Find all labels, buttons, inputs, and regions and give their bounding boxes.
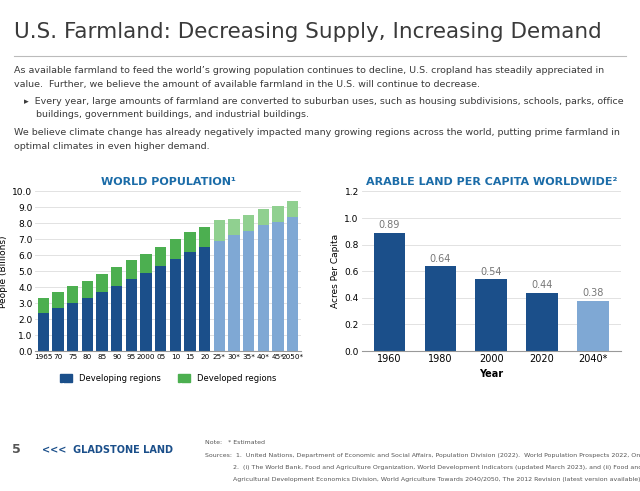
Bar	[243, 231, 255, 351]
Bar	[184, 252, 196, 351]
Bar	[125, 260, 137, 279]
Legend: Developing regions, Developed regions: Developing regions, Developed regions	[56, 371, 280, 386]
Text: U.S. Farmland: Decreasing Supply, Increasing Demand: U.S. Farmland: Decreasing Supply, Increa…	[14, 22, 602, 42]
Text: Agricultural Development Economics Division, World Agriculture Towards 2040/2050: Agricultural Development Economics Divis…	[205, 477, 640, 483]
Bar	[170, 259, 181, 351]
Bar	[273, 206, 284, 222]
Bar	[140, 254, 152, 273]
Bar	[287, 217, 298, 351]
Bar	[155, 267, 166, 351]
Bar	[111, 267, 122, 286]
X-axis label: Year: Year	[479, 369, 503, 380]
Bar	[526, 293, 558, 351]
Bar	[243, 216, 255, 231]
Bar	[214, 220, 225, 241]
Text: buildings, government buildings, and industrial buildings.: buildings, government buildings, and ind…	[24, 110, 309, 119]
Text: 0.64: 0.64	[429, 253, 451, 264]
Bar	[258, 225, 269, 351]
Text: As available farmland to feed the world’s growing population continues to declin: As available farmland to feed the world’…	[14, 66, 604, 75]
Text: value.  Further, we believe the amount of available farmland in the U.S. will co: value. Further, we believe the amount of…	[14, 80, 480, 89]
Text: 0.54: 0.54	[481, 267, 502, 277]
Text: ▸  Every year, large amounts of farmland are converted to suburban uses, such as: ▸ Every year, large amounts of farmland …	[24, 97, 624, 106]
Bar	[170, 240, 181, 259]
Bar	[155, 247, 166, 267]
Y-axis label: Acres Per Capita: Acres Per Capita	[332, 234, 340, 308]
Bar	[81, 281, 93, 299]
Text: We believe climate change has already negatively impacted many growing regions a: We believe climate change has already ne…	[14, 128, 620, 137]
Bar	[52, 308, 63, 351]
Bar	[96, 292, 108, 351]
Text: Sources:  1.  United Nations, Department of Economic and Social Affairs, Populat: Sources: 1. United Nations, Department o…	[205, 453, 640, 458]
Y-axis label: People (Billions): People (Billions)	[0, 235, 8, 307]
Bar	[214, 241, 225, 351]
Bar	[258, 209, 269, 225]
Bar	[67, 286, 78, 303]
Text: We believe a lower supply of arable land will lead to higher profitability for t: We believe a lower supply of arable land…	[16, 383, 623, 396]
Bar	[424, 266, 456, 351]
Bar	[228, 218, 240, 235]
Text: 2.  (i) The World Bank, Food and Agriculture Organization, World Development Ind: 2. (i) The World Bank, Food and Agricult…	[205, 465, 640, 470]
Bar	[81, 299, 93, 351]
Bar	[577, 300, 609, 351]
Text: farms, and will lead to steady appreciation of value and rental growth: farms, and will lead to steady appreciat…	[16, 410, 483, 423]
Bar	[140, 273, 152, 351]
Title: WORLD POPULATION¹: WORLD POPULATION¹	[100, 177, 236, 187]
Bar	[52, 292, 63, 308]
Bar	[38, 313, 49, 351]
Text: <<<  GLADSTONE LAND: <<< GLADSTONE LAND	[42, 445, 173, 455]
Bar	[273, 222, 284, 351]
Bar	[374, 233, 405, 351]
Text: 0.44: 0.44	[531, 280, 553, 290]
Bar	[111, 286, 122, 351]
Bar	[199, 227, 211, 247]
Text: 0.89: 0.89	[379, 220, 400, 230]
Text: 0.38: 0.38	[582, 288, 604, 298]
Text: Note:   * Estimated: Note: * Estimated	[205, 440, 265, 445]
Title: ARABLE LAND PER CAPITA WORLDWIDE²: ARABLE LAND PER CAPITA WORLDWIDE²	[365, 177, 617, 187]
Bar	[199, 247, 211, 351]
Bar	[476, 279, 507, 351]
Bar	[96, 274, 108, 292]
Bar	[228, 235, 240, 351]
Text: optimal climates in even higher demand.: optimal climates in even higher demand.	[14, 142, 210, 151]
Bar	[287, 201, 298, 217]
Bar	[38, 298, 49, 313]
Bar	[184, 232, 196, 252]
Bar	[125, 279, 137, 351]
Bar	[67, 303, 78, 351]
Text: 5: 5	[12, 443, 20, 456]
